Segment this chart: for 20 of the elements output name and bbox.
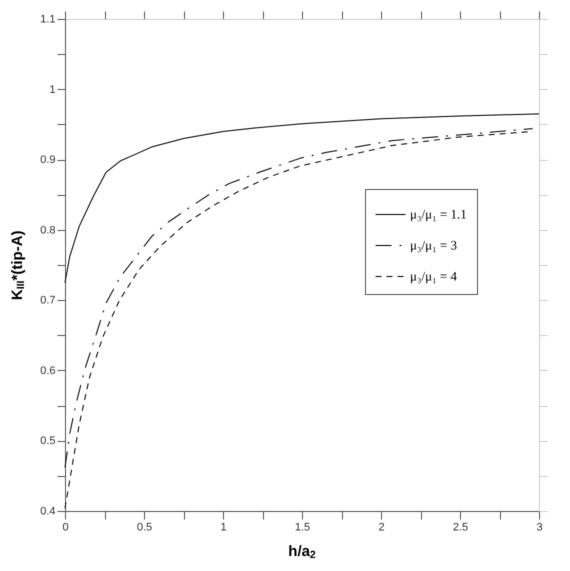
- legend-label: μ₃/μ₁ = 4: [410, 268, 458, 284]
- y-tick-label: 0.8: [40, 224, 56, 236]
- line-series: [64, 113, 540, 284]
- y-tick-label: 1.1: [40, 14, 56, 26]
- y-tick-label: 0.9: [40, 154, 56, 166]
- y-tick-label: 0.7: [40, 294, 56, 307]
- x-tick-label: 0: [62, 522, 69, 534]
- x-tick-label: 1: [220, 522, 227, 534]
- y-tick-label: 0.6: [40, 364, 56, 377]
- y-tick-label: 1: [49, 84, 56, 96]
- y-axis-title: KIII*(tip-A): [9, 230, 27, 300]
- x-tick-label: 3: [536, 522, 543, 534]
- x-tick-label: 1.5: [294, 522, 310, 534]
- legend-label: μ₃/μ₁ = 3: [410, 238, 457, 252]
- x-tick-label: 2.5: [452, 522, 468, 534]
- x-tick-label: 2: [378, 522, 385, 534]
- legend-label: μ₃/μ₁ = 1.1: [410, 206, 467, 222]
- x-tick-label: 0.5: [136, 522, 152, 534]
- y-tick-label: 0.4: [40, 506, 56, 518]
- y-tick-label: 0.5: [40, 435, 56, 448]
